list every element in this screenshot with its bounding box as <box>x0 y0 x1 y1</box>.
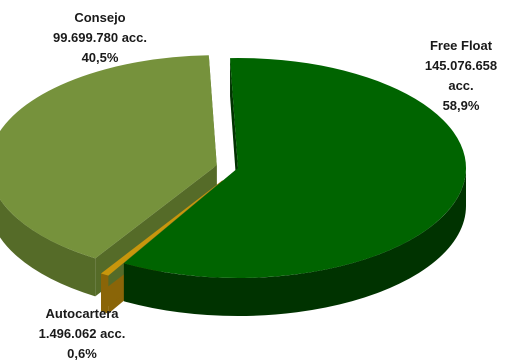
label-consejo-amount: 99.699.780 acc. <box>30 28 170 48</box>
label-consejo-unit: acc. <box>121 30 147 45</box>
label-free-float: Free Float 145.076.658 acc. 58,9% <box>405 36 517 116</box>
label-autocartera-amount: 1.496.062 acc. <box>22 324 142 344</box>
slice-consejo <box>0 55 217 259</box>
label-consejo-amount-value: 99.699.780 <box>52 30 119 45</box>
label-autocartera: Autocartera 1.496.062 acc. 0,6% <box>22 304 142 363</box>
label-consejo: Consejo 99.699.780 acc. 40,5% <box>30 8 170 68</box>
slice-autocartera-side-0 <box>100 273 109 314</box>
label-free-float-unit: acc. <box>448 78 474 93</box>
slice-consejo-side-0 <box>0 199 96 297</box>
label-free-float-percent: 58,9% <box>442 98 480 113</box>
slice-free-float <box>123 58 467 278</box>
label-autocartera-name: Autocartera <box>45 306 119 321</box>
label-autocartera-unit: acc. <box>100 326 126 341</box>
label-consejo-name: Consejo <box>74 10 126 25</box>
label-free-float-name: Free Float <box>429 38 493 53</box>
label-autocartera-amount-value: 1.496.062 <box>38 326 97 341</box>
slice-free-float-wall-0 <box>230 58 238 206</box>
label-autocartera-percent: 0,6% <box>67 346 97 361</box>
label-free-float-amount: 145.076.658 <box>424 58 498 73</box>
label-consejo-percent: 40,5% <box>81 50 119 65</box>
slice-autocartera <box>100 180 223 276</box>
slice-free-float-side-0 <box>123 168 466 316</box>
